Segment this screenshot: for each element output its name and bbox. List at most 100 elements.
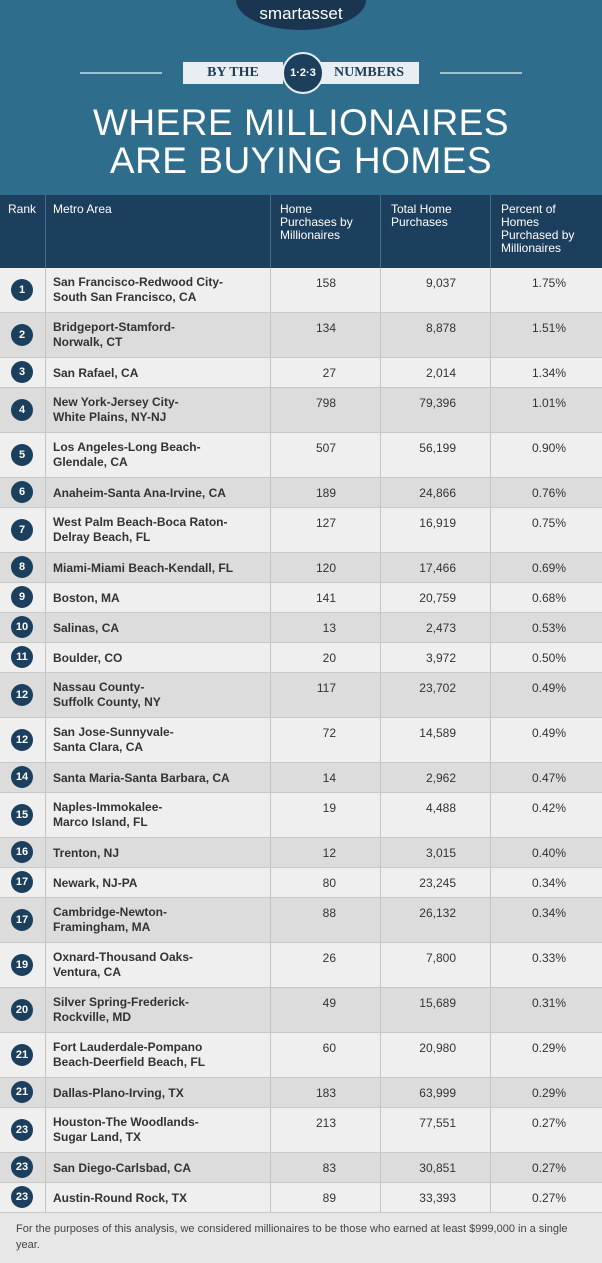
table-row: 19 Oxnard-Thousand Oaks- Ventura, CA 26 7,80… <box>0 943 602 988</box>
total-purchases: 24,866 <box>419 486 456 500</box>
column-divider <box>45 838 46 867</box>
millionaire-purchases: 120 <box>315 561 336 575</box>
percent-millionaire: 0.27% <box>531 1191 566 1205</box>
metro-line: Marco Island, FL <box>53 815 148 829</box>
total-purchases: 2,962 <box>425 771 456 785</box>
column-divider <box>45 988 46 1032</box>
banner-right: NUMBERS <box>319 62 419 84</box>
metro-line: Delray Beach, FL <box>53 530 151 544</box>
column-divider <box>45 793 46 837</box>
column-divider <box>380 793 381 837</box>
column-divider <box>270 673 271 717</box>
metro-line: West Palm Beach-Boca Raton- <box>53 515 228 529</box>
column-divider <box>490 943 491 987</box>
column-divider <box>270 583 271 612</box>
table-row: 11 Boulder, CO 20 3,972 0.50% <box>0 643 602 673</box>
rank-badge: 23 <box>11 1156 33 1178</box>
metro-area: Austin-Round Rock, TX <box>53 1191 187 1206</box>
millionaire-purchases: 19 <box>322 801 336 815</box>
metro-line: Sugar Land, TX <box>53 1130 142 1144</box>
total-purchases: 3,972 <box>425 651 456 665</box>
rank-badge: 6 <box>11 481 33 503</box>
rank-badge: 9 <box>11 586 33 608</box>
percent-millionaire: 0.27% <box>531 1161 566 1175</box>
metro-line: Trenton, NJ <box>53 846 120 860</box>
total-purchases: 17,466 <box>419 561 456 575</box>
rule <box>80 72 162 74</box>
banner-badge: 1·2·3 <box>282 52 324 94</box>
metro-line: Norwalk, CT <box>53 335 123 349</box>
percent-millionaire: 0.53% <box>531 621 566 635</box>
millionaire-purchases: 12 <box>322 846 336 860</box>
metro-area: Dallas-Plano-Irving, TX <box>53 1086 184 1101</box>
metro-line: Oxnard-Thousand Oaks- <box>53 950 194 964</box>
total-purchases: 7,800 <box>425 951 456 965</box>
column-divider <box>380 868 381 897</box>
rank-badge: 12 <box>11 728 33 751</box>
millionaire-purchases: 13 <box>322 621 336 635</box>
rank-badge: 10 <box>11 616 33 638</box>
total-purchases: 20,759 <box>419 591 456 605</box>
percent-millionaire: 0.42% <box>531 801 566 815</box>
column-divider <box>490 433 491 477</box>
millionaire-purchases: 213 <box>315 1116 336 1130</box>
column-header: Total Home Purchases <box>391 202 452 229</box>
column-divider <box>270 1078 271 1107</box>
metro-line: Ventura, CA <box>53 965 122 979</box>
rank-badge: 3 <box>11 361 33 383</box>
total-purchases: 2,014 <box>425 366 456 380</box>
table-row: 23 Houston-The Woodlands- Sugar Land, TX 21… <box>0 1108 602 1153</box>
column-divider <box>45 583 46 612</box>
total-purchases: 77,551 <box>419 1116 456 1130</box>
column-divider <box>490 838 491 867</box>
millionaire-purchases: 141 <box>315 591 336 605</box>
metro-area: West Palm Beach-Boca Raton- Delray Beach,… <box>53 515 228 545</box>
column-divider <box>380 763 381 792</box>
table-row: 9 Boston, MA 141 20,759 0.68% <box>0 583 602 613</box>
rank-badge: 20 <box>11 998 33 1021</box>
column-divider <box>380 433 381 477</box>
column-divider <box>270 1153 271 1182</box>
column-divider <box>490 478 491 507</box>
column-divider <box>490 868 491 897</box>
total-purchases: 9,037 <box>425 276 456 290</box>
column-divider <box>270 793 271 837</box>
column-divider <box>380 1033 381 1077</box>
total-purchases: 16,919 <box>419 516 456 530</box>
millionaire-purchases: 26 <box>322 951 336 965</box>
table-row: 7 West Palm Beach-Boca Raton- Delray Beach… <box>0 508 602 553</box>
column-divider <box>490 1183 491 1212</box>
percent-millionaire: 0.47% <box>531 771 566 785</box>
metro-line: Fort Lauderdale-Pompano <box>53 1040 203 1054</box>
percent-millionaire: 0.34% <box>531 876 566 890</box>
millionaire-purchases: 117 <box>316 681 336 695</box>
millionaire-purchases: 88 <box>322 906 336 920</box>
table-row: 17 Newark, NJ-PA 80 23,245 0.34% <box>0 868 602 898</box>
metro-line: San Jose-Sunnyvale- <box>53 725 174 739</box>
column-divider <box>270 478 271 507</box>
percent-millionaire: 0.29% <box>531 1086 566 1100</box>
column-divider <box>270 508 271 552</box>
header: smartasset BY THE NUMBERS 1·2·3 WHERE MI… <box>0 0 602 195</box>
column-divider <box>270 718 271 762</box>
metro-line: Salinas, CA <box>53 621 120 635</box>
rank-badge: 23 <box>11 1118 33 1141</box>
column-divider <box>45 478 46 507</box>
column-divider <box>270 898 271 942</box>
percent-millionaire: 0.27% <box>531 1116 566 1130</box>
column-divider <box>270 553 271 582</box>
rule <box>440 72 522 74</box>
column-divider <box>270 613 271 642</box>
column-divider <box>270 433 271 477</box>
metro-area: Boston, MA <box>53 591 120 606</box>
metro-area: San Jose-Sunnyvale- Santa Clara, CA <box>53 725 174 755</box>
total-purchases: 23,245 <box>419 876 456 890</box>
rank-badge: 8 <box>11 556 33 578</box>
footnote: For the purposes of this analysis, we co… <box>16 1223 568 1251</box>
table-row: 8 Miami-Miami Beach-Kendall, FL 120 17,466 0… <box>0 553 602 583</box>
table-row: 3 San Rafael, CA 27 2,014 1.34% <box>0 358 602 388</box>
total-purchases: 26,132 <box>419 906 456 920</box>
column-divider <box>380 553 381 582</box>
table-header: Rank Metro Area Home Purchases by Milliona… <box>0 195 602 268</box>
